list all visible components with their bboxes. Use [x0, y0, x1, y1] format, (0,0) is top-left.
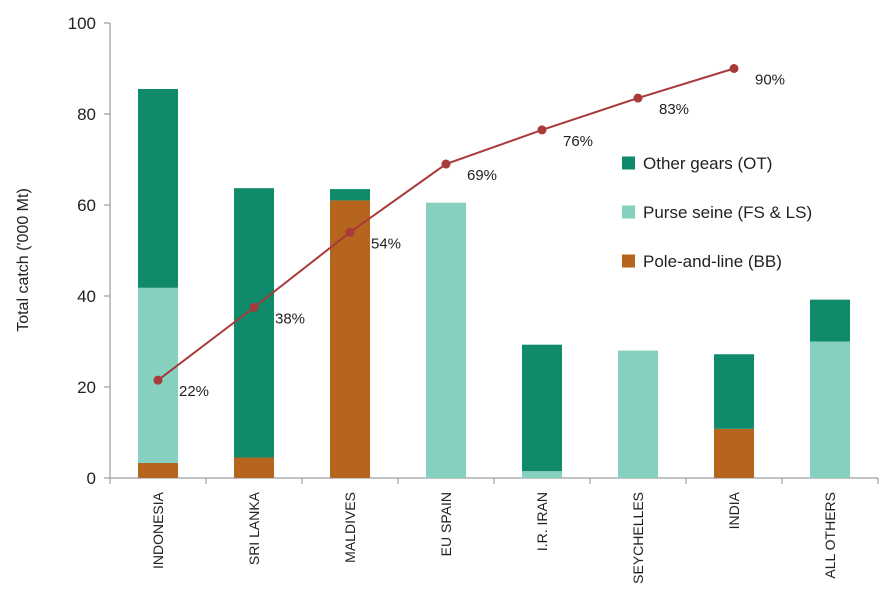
legend-label-purse-seine-fs-ls: Purse seine (FS & LS) — [643, 203, 812, 222]
legend-swatch-pole-and-line-bb — [622, 254, 635, 268]
x-category-label: INDONESIA — [150, 491, 166, 569]
bar-segment-purse-seine-fs-ls — [522, 471, 562, 478]
cumulative-percent-label: 90% — [755, 72, 785, 89]
x-category-label: MALDIVES — [342, 492, 358, 563]
axes: 0 20 40 60 80 100 INDONESIA SRI LANKA MALDIVES EU… — [68, 14, 879, 584]
bar-segment-other-gears-ot — [522, 344, 562, 472]
bar-segment-purse-seine-fs-ls — [810, 341, 850, 478]
bar-segment-other-gears-ot — [138, 88, 178, 288]
y-tick-label: 40 — [77, 287, 96, 306]
bar-segment-other-gears-ot — [330, 189, 370, 201]
bar-segment-other-gears-ot — [714, 354, 754, 429]
x-category-label: INDIA — [726, 491, 742, 529]
legend-label-pole-and-line-bb: Pole-and-line (BB) — [643, 252, 782, 271]
bar-segment-purse-seine-fs-ls — [426, 202, 466, 478]
bar-segment-pole-and-line-bb — [330, 200, 370, 478]
y-tick-label: 0 — [87, 469, 96, 488]
x-category-label: SEYCHELLES — [630, 492, 646, 584]
legend-swatch-purse-seine-fs-ls — [622, 205, 635, 219]
legend-label-other-gears-ot: Other gears (OT) — [643, 154, 772, 173]
cumulative-point — [537, 125, 547, 135]
x-category-label: I.R. IRAN — [534, 492, 550, 551]
cumulative-point — [633, 93, 643, 103]
cumulative-percent-label: 54% — [371, 235, 401, 252]
bar-segment-pole-and-line-bb — [138, 462, 178, 478]
cumulative-point — [345, 227, 355, 237]
cumulative-point — [729, 64, 739, 73]
bar-segment-pole-and-line-bb — [714, 428, 754, 478]
y-tick-label: 20 — [77, 378, 96, 397]
cumulative-point — [249, 302, 259, 312]
legend-swatch-other-gears-ot — [622, 156, 635, 170]
cumulative-percent-label: 38% — [275, 310, 305, 327]
bar-segment-other-gears-ot — [234, 188, 274, 458]
cumulative-point — [441, 159, 451, 169]
x-category-label: SRI LANKA — [246, 491, 262, 565]
bars — [138, 88, 850, 478]
cumulative-point — [153, 375, 163, 385]
cumulative-line: 22% 38% 54% 69% 76% 83% 90% — [153, 64, 785, 400]
cumulative-percent-label: 76% — [563, 133, 593, 150]
cumulative-percent-label: 69% — [467, 167, 497, 184]
cumulative-percent-label: 83% — [659, 101, 689, 118]
y-axis-label: Total catch ('000 Mt) — [15, 188, 32, 332]
x-category-label: ALL OTHERS — [822, 492, 838, 579]
y-tick-label: 100 — [68, 14, 96, 33]
bar-segment-other-gears-ot — [810, 299, 850, 342]
cumulative-percent-label: 22% — [179, 383, 209, 400]
bar-segment-purse-seine-fs-ls — [618, 350, 658, 478]
x-category-label: EU SPAIN — [438, 492, 454, 556]
bar-segment-purse-seine-fs-ls — [138, 287, 178, 463]
y-tick-label: 60 — [77, 196, 96, 215]
bar-segment-pole-and-line-bb — [234, 457, 274, 478]
legend: Other gears (OT) Purse seine (FS & LS) Pol… — [622, 154, 812, 271]
y-tick-label: 80 — [77, 105, 96, 124]
